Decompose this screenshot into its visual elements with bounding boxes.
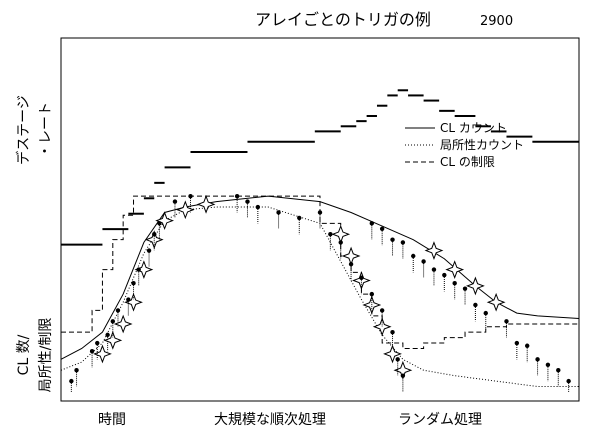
sample-point-45 xyxy=(535,357,540,362)
y-axis-label-top: デステージ ・レート xyxy=(15,95,54,165)
sample-point-19 xyxy=(297,215,302,221)
trigger-markers xyxy=(93,194,506,380)
legend-label-cl-count: CL カウント xyxy=(440,121,507,135)
sample-point-46 xyxy=(545,362,551,367)
trigger-marker-18 xyxy=(465,276,485,296)
trigger-marker-5 xyxy=(144,230,164,250)
sample-point-28 xyxy=(395,357,400,362)
sample-point-47 xyxy=(556,368,561,373)
sample-point-29 xyxy=(400,373,406,378)
sample-point-22 xyxy=(338,240,343,245)
legend-label-locality-count: 局所性カウント xyxy=(440,138,524,152)
sample-point-3 xyxy=(95,340,100,346)
sample-point-0 xyxy=(69,378,74,384)
sample-point-34 xyxy=(411,253,416,259)
sample-point-17 xyxy=(255,204,261,210)
sample-point-10 xyxy=(146,248,152,253)
chart-title: アレイごとのトリガの例 xyxy=(255,10,431,29)
sample-point-25 xyxy=(369,291,374,297)
trigger-marker-6 xyxy=(155,211,175,231)
sample-point-42 xyxy=(504,319,509,324)
x-phase-sequential: 大規模な順次処理 xyxy=(214,412,326,428)
sample-point-8 xyxy=(131,281,136,286)
sample-points xyxy=(69,193,571,392)
sample-point-23 xyxy=(348,261,354,267)
sample-point-26 xyxy=(379,308,385,313)
sample-point-31 xyxy=(379,226,385,231)
x-phase-time: 時間 xyxy=(98,412,126,428)
trigger-marker-8 xyxy=(196,194,216,214)
sample-point-15 xyxy=(234,193,240,199)
trigger-marker-7 xyxy=(175,200,195,220)
y-axis-label-bottom: CL 数/ 局所性/制限 xyxy=(16,318,54,393)
sample-point-9 xyxy=(136,267,141,272)
sample-point-41 xyxy=(483,310,488,316)
plot-area xyxy=(60,37,580,402)
sample-point-7 xyxy=(126,297,131,302)
trigger-marker-17 xyxy=(445,260,465,280)
sample-point-24 xyxy=(359,275,364,280)
trigger-marker-10 xyxy=(341,246,361,266)
destage-rate-series xyxy=(61,89,579,246)
sample-point-4 xyxy=(105,332,110,338)
sample-point-35 xyxy=(421,259,426,264)
legend-label-cl-limit: CL の制限 xyxy=(440,155,495,169)
x-phase-random: ランダム処理 xyxy=(398,412,482,428)
sample-point-48 xyxy=(566,378,571,384)
sample-point-44 xyxy=(525,343,530,348)
sample-point-1 xyxy=(74,368,79,373)
sample-point-20 xyxy=(317,210,323,215)
trigger-marker-9 xyxy=(331,224,351,244)
sample-point-16 xyxy=(245,199,250,204)
sample-point-27 xyxy=(390,329,395,335)
locality-count-line xyxy=(60,206,579,388)
legend: CL カウント 局所性カウント CL の制限 xyxy=(405,121,524,169)
sample-point-36 xyxy=(431,267,437,272)
y-axis-label-bottom-line1: CL 数/ xyxy=(16,334,32,375)
trigger-marker-16 xyxy=(424,241,444,260)
sample-point-18 xyxy=(276,210,281,215)
sample-point-21 xyxy=(328,232,333,237)
sample-point-14 xyxy=(188,193,193,199)
sample-point-37 xyxy=(442,272,447,278)
sample-point-6 xyxy=(115,308,121,313)
sample-point-30 xyxy=(369,221,374,226)
trigger-marker-0 xyxy=(93,344,112,364)
sample-point-32 xyxy=(390,237,395,242)
sample-point-2 xyxy=(89,349,95,354)
trigger-marker-14 xyxy=(383,344,402,364)
sample-point-5 xyxy=(110,319,116,324)
sample-point-38 xyxy=(452,281,457,286)
y-axis-label-top-line1: デステージ xyxy=(15,95,32,165)
sample-point-33 xyxy=(400,240,406,245)
trigger-marker-2 xyxy=(113,314,133,334)
chart-figure-number: 2900 xyxy=(480,14,513,29)
sample-point-39 xyxy=(462,286,468,291)
trigger-marker-1 xyxy=(103,330,123,350)
sample-point-13 xyxy=(172,199,178,204)
y-axis-label-top-line2: ・レート xyxy=(38,102,54,158)
sample-point-40 xyxy=(473,302,478,308)
y-axis-label-bottom-line2: 局所性/制限 xyxy=(38,318,54,393)
trigger-marker-19 xyxy=(486,292,506,312)
sample-point-43 xyxy=(514,340,520,346)
sample-point-12 xyxy=(157,221,162,226)
sample-point-11 xyxy=(152,232,157,237)
